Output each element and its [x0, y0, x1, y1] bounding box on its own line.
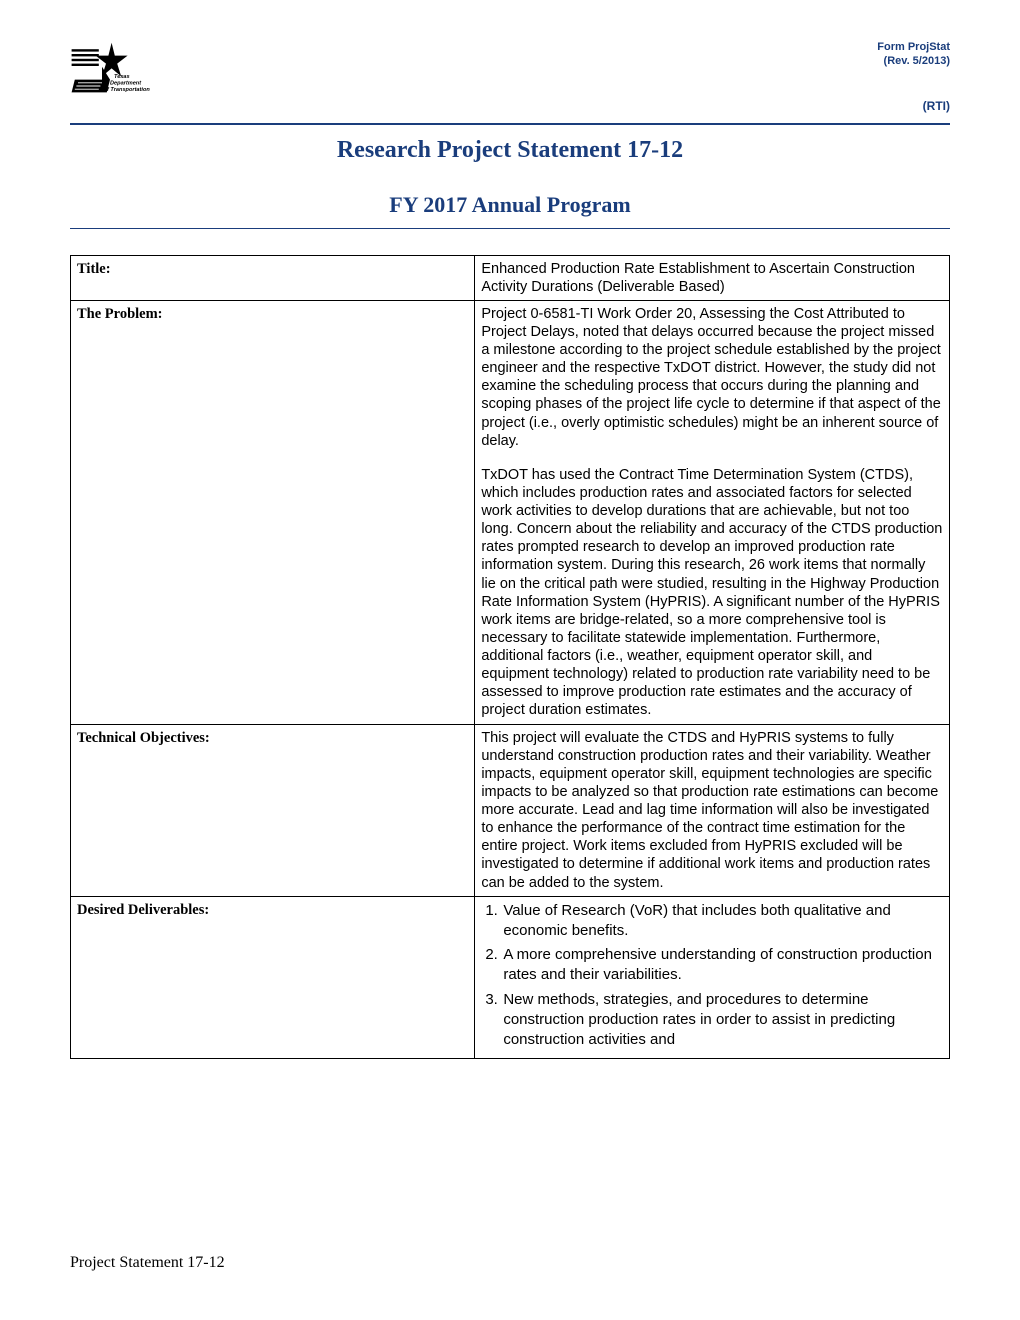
rti-label: (RTI)	[877, 99, 950, 113]
value-problem: Project 0-6581-TI Work Order 20, Assessi…	[475, 300, 950, 724]
page-subtitle: FY 2017 Annual Program	[70, 192, 950, 218]
subtitle-divider	[70, 228, 950, 229]
page-header: Texas Department of Transportation Form …	[70, 40, 950, 121]
txdot-logo-svg: Texas Department of Transportation	[70, 40, 150, 100]
deliverable-item: Value of Research (VoR) that includes bo…	[481, 901, 943, 942]
page-title: Research Project Statement 17-12	[70, 137, 950, 164]
form-info-block: Form ProjStat (Rev. 5/2013) (RTI)	[877, 40, 950, 113]
svg-text:Texas: Texas	[114, 74, 130, 80]
deliverables-list: Value of Research (VoR) that includes bo…	[481, 901, 943, 1051]
value-title: Enhanced Production Rate Establishment t…	[475, 255, 950, 300]
table-row-deliverables: Desired Deliverables: Value of Research …	[71, 896, 950, 1059]
project-table: Title: Enhanced Production Rate Establis…	[70, 255, 950, 1060]
problem-para-2: TxDOT has used the Contract Time Determi…	[481, 466, 943, 720]
table-row-problem: The Problem: Project 0-6581-TI Work Orde…	[71, 300, 950, 724]
header-divider	[70, 123, 950, 125]
deliverable-item: New methods, strategies, and procedures …	[481, 990, 943, 1051]
svg-text:of Transportation: of Transportation	[104, 87, 150, 93]
label-objectives: Technical Objectives:	[71, 724, 475, 896]
deliverable-item: A more comprehensive understanding of co…	[481, 945, 943, 986]
page-footer: Project Statement 17-12	[70, 1254, 225, 1272]
label-problem: The Problem:	[71, 300, 475, 724]
table-row-objectives: Technical Objectives: This project will …	[71, 724, 950, 896]
value-objectives: This project will evaluate the CTDS and …	[475, 724, 950, 896]
txdot-logo: Texas Department of Transportation	[70, 40, 150, 100]
svg-text:Department: Department	[110, 80, 142, 86]
value-deliverables: Value of Research (VoR) that includes bo…	[475, 896, 950, 1059]
form-label: Form ProjStat	[877, 40, 950, 54]
label-title: Title:	[71, 255, 475, 300]
rev-label: (Rev. 5/2013)	[877, 54, 950, 68]
problem-para-1: Project 0-6581-TI Work Order 20, Assessi…	[481, 305, 943, 450]
table-row-title: Title: Enhanced Production Rate Establis…	[71, 255, 950, 300]
label-deliverables: Desired Deliverables:	[71, 896, 475, 1059]
